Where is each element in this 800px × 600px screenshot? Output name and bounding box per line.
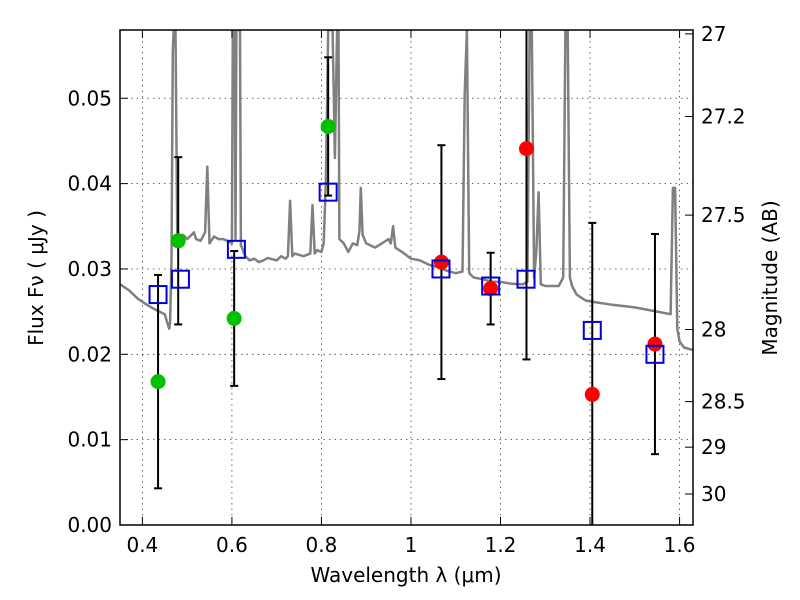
errorbar-layer	[154, 30, 659, 525]
magnitude-axis-title: Magnitude (AB)	[758, 200, 782, 355]
green-data-point	[320, 118, 336, 134]
red-data-point	[584, 386, 600, 402]
x-tick-label: 1.6	[664, 533, 696, 557]
green-data-point	[170, 233, 186, 249]
model-square	[148, 285, 168, 305]
model-square	[645, 344, 665, 364]
y-tick-label: 0.00	[67, 513, 112, 537]
magnitude-tick-label: 27	[701, 22, 726, 46]
model-square	[582, 320, 602, 340]
magnitude-tick-label: 30	[701, 482, 726, 506]
magnitude-tick-label: 28.5	[701, 390, 746, 414]
model-square	[318, 182, 338, 202]
red-data-point	[647, 336, 663, 352]
y-tick-label: 0.03	[67, 257, 112, 281]
spectrum-layer	[120, 30, 693, 352]
green-data-point	[150, 374, 166, 390]
green-points	[150, 118, 336, 390]
model-squares	[148, 182, 665, 364]
x-tick-label: 1.2	[485, 533, 517, 557]
red-data-point	[433, 254, 449, 270]
model-square	[226, 239, 246, 259]
x-tick-label: 0.8	[306, 533, 338, 557]
magnitude-tick-label: 27.5	[701, 203, 746, 227]
spectrum-line	[120, 30, 693, 352]
y-tick-label: 0.05	[67, 86, 112, 110]
y-axis-title: Flux Fν ( μJy )	[24, 210, 48, 346]
plot-frame	[119, 29, 694, 526]
y-axis-right-magnitude: 27 27.2 27.5 28 28.5 29 30	[685, 22, 746, 506]
y-tick-label: 0.02	[67, 342, 112, 366]
x-tick-label: 0.6	[216, 533, 248, 557]
red-data-point	[483, 281, 499, 297]
x-axis: 0.4 0.6 0.8 1 1.2 1.4 1.6	[126, 30, 695, 557]
red-points	[433, 141, 663, 402]
x-tick-label: 1.4	[574, 533, 606, 557]
magnitude-tick-label: 27.2	[701, 105, 746, 129]
model-square	[516, 269, 536, 289]
model-square	[481, 276, 501, 296]
x-tick-label: 0.4	[126, 533, 158, 557]
model-square	[431, 259, 451, 279]
plot-area	[120, 30, 693, 525]
red-data-point	[518, 141, 534, 157]
green-data-point	[226, 310, 242, 326]
y-tick-label: 0.01	[67, 428, 112, 452]
y-tick-label: 0.04	[67, 172, 112, 196]
model-square	[170, 269, 190, 289]
magnitude-tick-label: 28	[701, 317, 726, 341]
y-axis-left: 0.00 0.01 0.02 0.03 0.04 0.05	[67, 86, 128, 537]
grid-lines	[120, 30, 693, 526]
x-axis-title: Wavelength λ (μm)	[310, 563, 501, 587]
x-tick-label: 1	[405, 533, 418, 557]
magnitude-tick-label: 29	[701, 435, 726, 459]
